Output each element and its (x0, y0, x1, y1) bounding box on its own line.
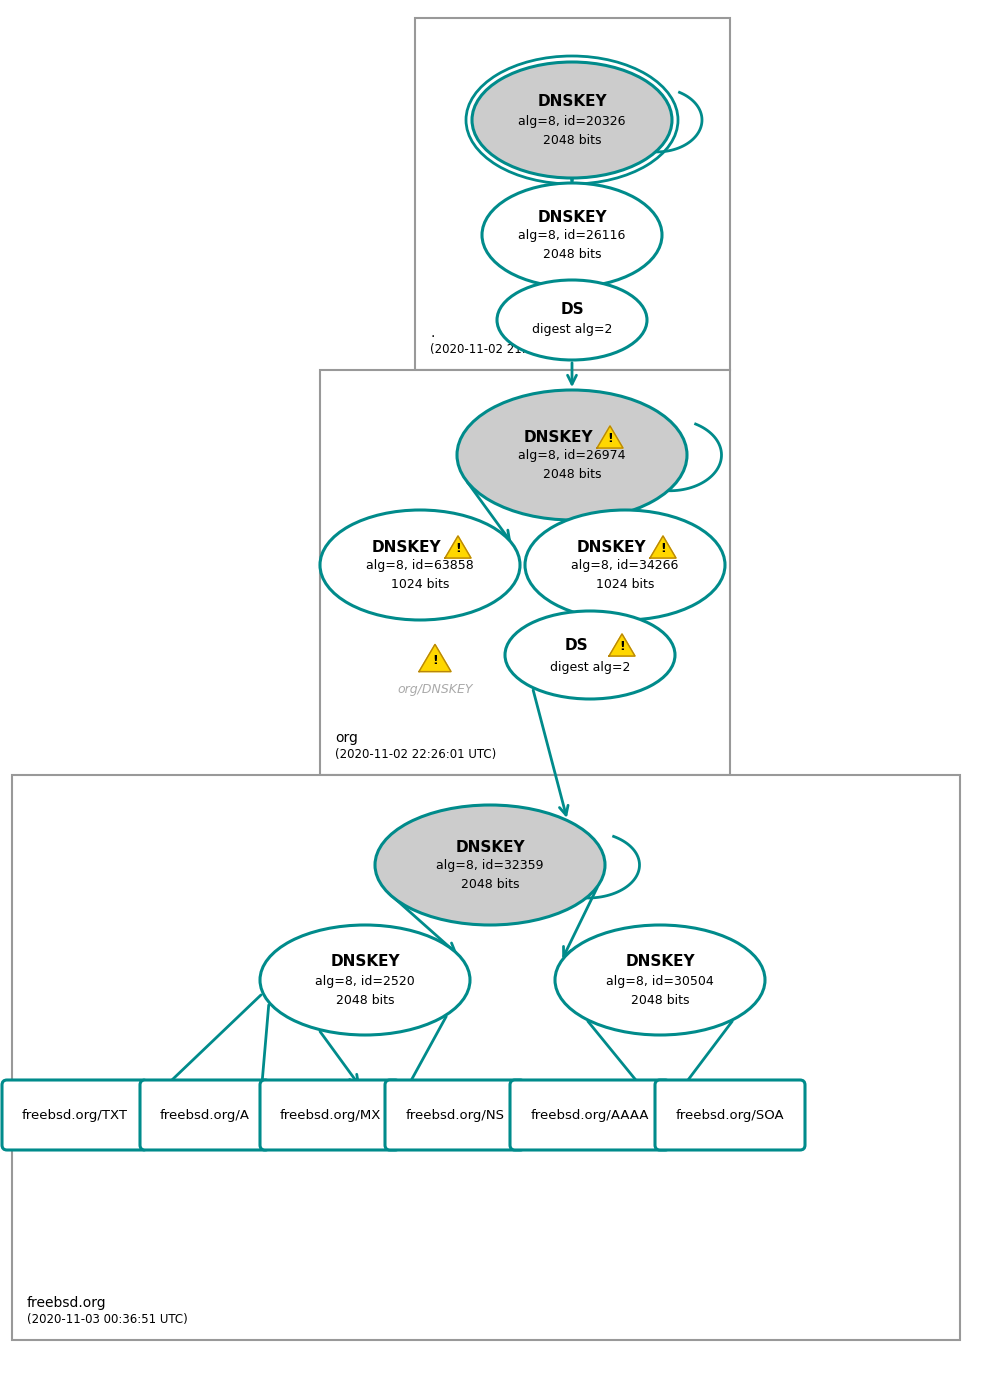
FancyBboxPatch shape (385, 1080, 525, 1151)
Ellipse shape (497, 280, 647, 360)
Text: !: ! (619, 641, 625, 653)
Text: .: . (430, 327, 435, 340)
Text: 2048 bits: 2048 bits (542, 248, 601, 262)
FancyBboxPatch shape (655, 1080, 805, 1151)
Text: alg=8, id=30504: alg=8, id=30504 (606, 974, 714, 988)
Text: freebsd.org/NS: freebsd.org/NS (405, 1108, 504, 1122)
Text: DS: DS (564, 638, 588, 653)
Text: !: ! (432, 653, 438, 667)
Text: alg=8, id=26974: alg=8, id=26974 (518, 449, 626, 463)
FancyBboxPatch shape (260, 1080, 400, 1151)
Ellipse shape (482, 183, 662, 287)
Text: digest alg=2: digest alg=2 (532, 324, 612, 336)
Text: DNSKEY: DNSKEY (538, 209, 607, 225)
Text: freebsd.org: freebsd.org (27, 1295, 107, 1310)
Text: DNSKEY: DNSKEY (576, 540, 645, 554)
Text: alg=8, id=2520: alg=8, id=2520 (315, 974, 415, 988)
Text: digest alg=2: digest alg=2 (549, 660, 630, 674)
Text: freebsd.org/TXT: freebsd.org/TXT (22, 1108, 128, 1122)
Bar (12, 774, 960, 1339)
Polygon shape (609, 634, 635, 656)
Text: (2020-11-03 00:36:51 UTC): (2020-11-03 00:36:51 UTC) (27, 1313, 187, 1326)
Ellipse shape (472, 62, 672, 178)
Ellipse shape (555, 925, 765, 1035)
Text: alg=8, id=34266: alg=8, id=34266 (571, 559, 679, 572)
Text: alg=8, id=26116: alg=8, id=26116 (518, 230, 626, 243)
Text: 2048 bits: 2048 bits (336, 994, 394, 1006)
FancyBboxPatch shape (2, 1080, 148, 1151)
Text: freebsd.org/MX: freebsd.org/MX (280, 1108, 381, 1122)
Text: !: ! (607, 433, 613, 445)
Text: freebsd.org/A: freebsd.org/A (160, 1108, 250, 1122)
Text: alg=8, id=63858: alg=8, id=63858 (366, 559, 474, 572)
Text: 2048 bits: 2048 bits (542, 134, 601, 146)
Text: 1024 bits: 1024 bits (595, 579, 654, 591)
Ellipse shape (525, 510, 725, 620)
Ellipse shape (320, 510, 520, 620)
Ellipse shape (260, 925, 470, 1035)
Text: 2048 bits: 2048 bits (461, 879, 519, 892)
Polygon shape (419, 645, 451, 671)
Text: freebsd.org/SOA: freebsd.org/SOA (676, 1108, 785, 1122)
Ellipse shape (375, 805, 605, 925)
Ellipse shape (457, 390, 687, 520)
Text: 2048 bits: 2048 bits (631, 994, 690, 1006)
Text: (2020-11-02 22:26:01 UTC): (2020-11-02 22:26:01 UTC) (335, 748, 496, 761)
Polygon shape (650, 536, 676, 558)
Text: 1024 bits: 1024 bits (390, 579, 449, 591)
Text: DS: DS (560, 303, 584, 317)
Text: alg=8, id=20326: alg=8, id=20326 (518, 114, 626, 128)
Text: DNSKEY: DNSKEY (523, 430, 593, 445)
Text: DNSKEY: DNSKEY (371, 540, 440, 554)
Bar (415, 18, 730, 371)
Text: !: ! (455, 543, 461, 555)
Text: org: org (335, 730, 358, 745)
Text: !: ! (660, 543, 666, 555)
Text: DNSKEY: DNSKEY (625, 955, 695, 970)
Text: DNSKEY: DNSKEY (538, 95, 607, 109)
Text: (2020-11-02 21:50:04 UTC): (2020-11-02 21:50:04 UTC) (430, 343, 591, 356)
Text: DNSKEY: DNSKEY (331, 955, 400, 970)
Text: freebsd.org/AAAA: freebsd.org/AAAA (531, 1108, 649, 1122)
Ellipse shape (505, 610, 675, 699)
Text: alg=8, id=32359: alg=8, id=32359 (437, 860, 543, 872)
Polygon shape (597, 426, 623, 448)
Text: org/DNSKEY: org/DNSKEY (397, 683, 473, 696)
Polygon shape (445, 536, 471, 558)
FancyBboxPatch shape (510, 1080, 670, 1151)
Text: 2048 bits: 2048 bits (542, 469, 601, 481)
FancyBboxPatch shape (140, 1080, 270, 1151)
Bar (320, 371, 730, 774)
Text: DNSKEY: DNSKEY (455, 839, 525, 854)
